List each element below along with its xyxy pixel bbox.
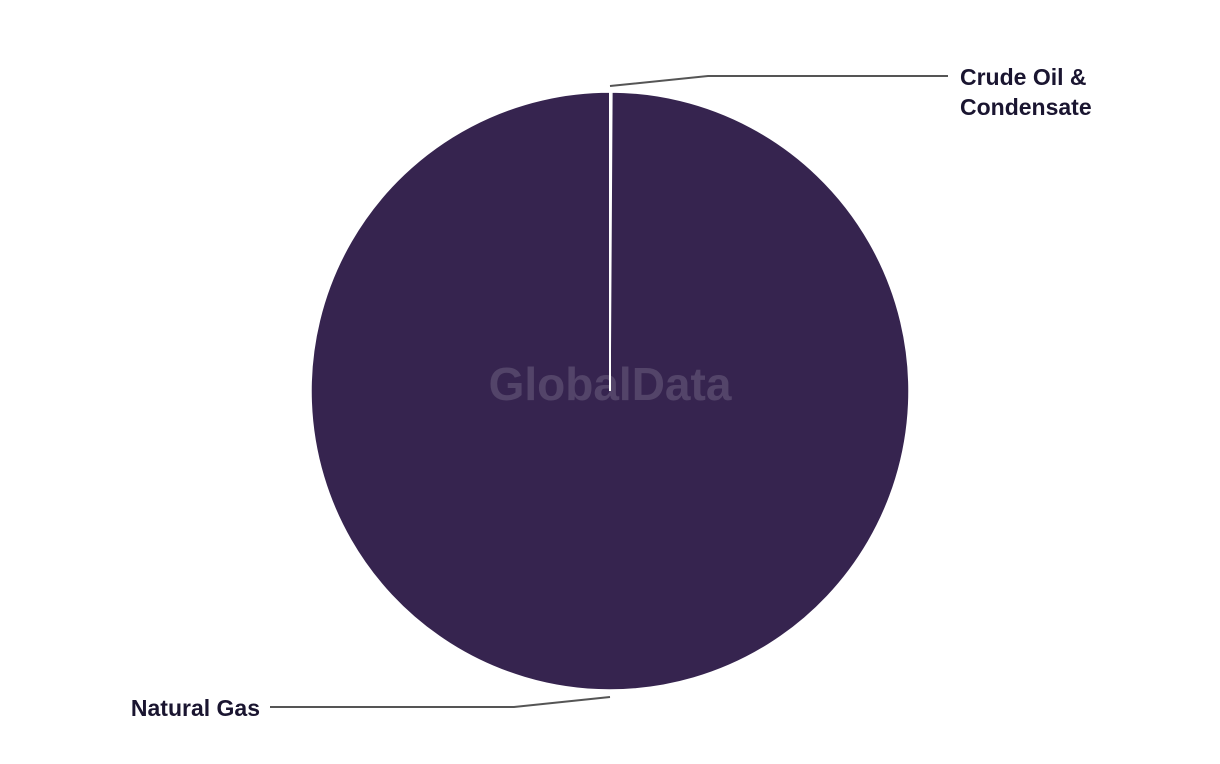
label-natural-gas: Natural Gas — [131, 695, 260, 721]
label-crude-oil: Crude Oil & Condensate — [960, 64, 1093, 120]
leader-line-natural-gas — [270, 696, 611, 708]
watermark: GlobalData — [489, 358, 732, 410]
leader-line-crude-oil — [609, 75, 948, 87]
pie-slices — [310, 91, 910, 691]
